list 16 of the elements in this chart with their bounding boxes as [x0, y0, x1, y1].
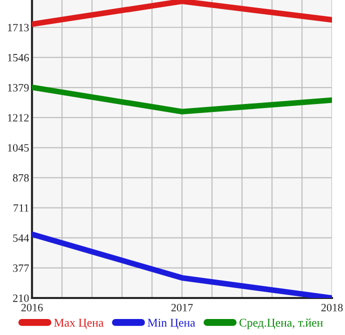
y-tick-label: 711	[14, 204, 29, 212]
y-tick-label: 544	[13, 234, 30, 242]
y-tick-label: 1713	[8, 24, 29, 32]
legend-label: Сред.Цена, т.йен	[239, 318, 323, 330]
y-tick-label: 1045	[8, 144, 29, 152]
legend-label: Min Цена	[148, 318, 196, 330]
x-tick-label: 2016	[21, 304, 43, 312]
y-tick-label: 377	[13, 264, 29, 272]
y-tick-label: 1379	[8, 84, 29, 92]
x-tick-label: 2018	[321, 304, 343, 312]
legend-label: Max Цена	[54, 318, 104, 330]
y-tick-label: 878	[12, 174, 29, 182]
y-tick-label: 1546	[8, 54, 29, 62]
x-tick-label: 2017	[171, 304, 193, 312]
y-tick-label: 210	[13, 294, 29, 302]
y-tick-label: 1212	[8, 114, 29, 122]
